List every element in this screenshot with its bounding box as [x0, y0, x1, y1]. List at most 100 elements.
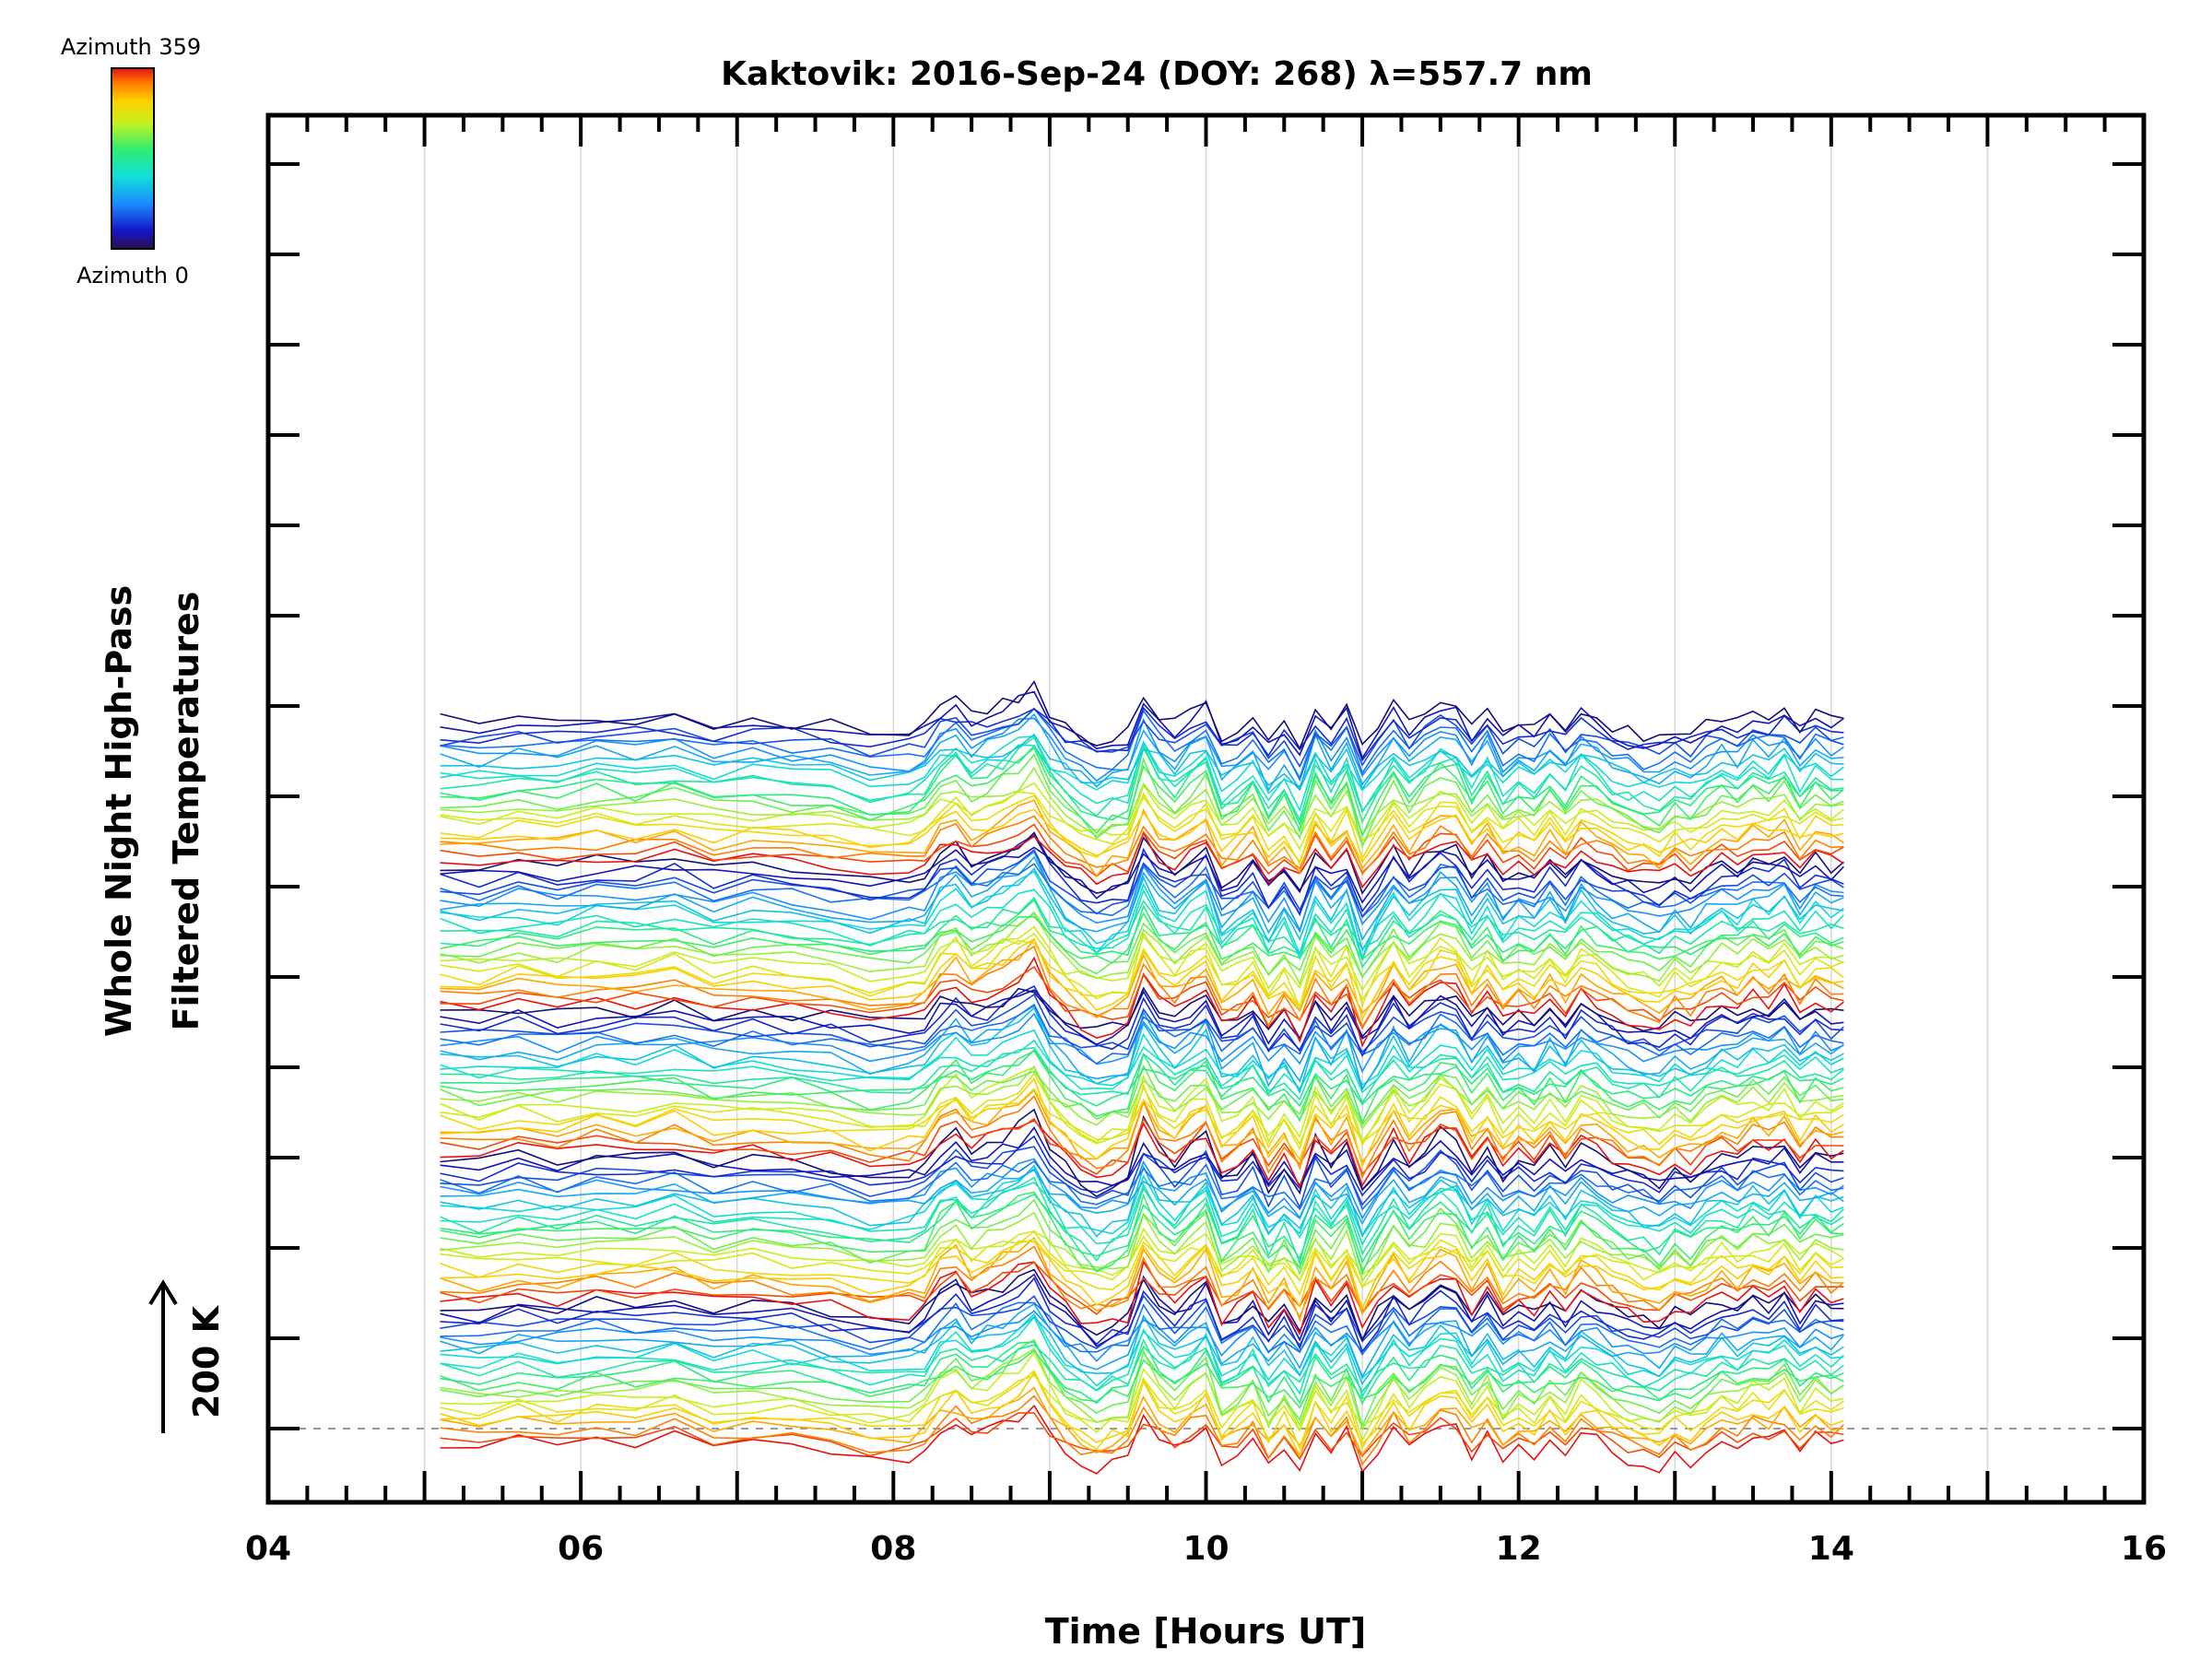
- temperature-trace: [440, 984, 1844, 1058]
- x-tick-label: 12: [1496, 1530, 1542, 1568]
- temperature-trace: [440, 680, 1844, 750]
- temperature-trace: [440, 993, 1844, 1053]
- temperature-trace: [440, 740, 1844, 794]
- temperature-trace: [440, 888, 1844, 962]
- colorbar-bottom-label: Azimuth 0: [76, 263, 189, 288]
- temperature-trace: [440, 1374, 1844, 1433]
- temperature-trace: [440, 1176, 1844, 1265]
- temperature-trace: [440, 1338, 1844, 1429]
- temperature-traces: [440, 680, 1845, 1475]
- temperature-trace: [440, 753, 1844, 849]
- gridlines: [423, 115, 1989, 1502]
- x-tick-label: 14: [1808, 1530, 1854, 1568]
- x-tick-label: 16: [2121, 1530, 2167, 1568]
- colorbar-top-label: Azimuth 359: [61, 34, 201, 60]
- temperature-trace: [440, 1003, 1844, 1065]
- temperature-trace: [440, 766, 1844, 837]
- x-axis-ticks: 04 06 08 10 12 14 16: [245, 115, 2167, 1568]
- temperature-trace: [440, 937, 1844, 1018]
- temperature-trace: [440, 1211, 1844, 1283]
- temperature-trace: [440, 1050, 1844, 1124]
- temperature-trace: [440, 1227, 1844, 1283]
- chart-title: Kaktovik: 2016-Sep-24 (DOY: 268) λ=557.7…: [721, 55, 1593, 93]
- temperature-trace: [440, 912, 1844, 986]
- temperature-trace: [440, 707, 1844, 769]
- temperature-trace: [440, 1077, 1844, 1169]
- temperature-trace: [440, 911, 1844, 979]
- temperature-trace: [440, 707, 1844, 782]
- temperature-trace: [440, 932, 1844, 992]
- temperature-trace: [440, 1191, 1844, 1276]
- temperature-trace: [440, 1193, 1844, 1265]
- temperature-trace: [440, 782, 1844, 847]
- temperature-trace: [440, 735, 1844, 822]
- temperature-trace: [440, 899, 1844, 969]
- y-axis-label-line2: Filtered Temperatures: [166, 592, 206, 1031]
- temperature-trace: [440, 912, 1844, 964]
- temperature-trace: [440, 1169, 1844, 1226]
- x-tick-label: 10: [1182, 1530, 1229, 1568]
- temperature-trace: [440, 855, 1844, 941]
- temperature-trace: [440, 1404, 1844, 1475]
- temperature-trace: [440, 831, 1844, 895]
- colorbar: Azimuth 359 Azimuth 0: [61, 34, 201, 288]
- x-tick-label: 08: [870, 1530, 916, 1568]
- temperature-trace: [440, 1245, 1844, 1319]
- y-axis-label-line1: Whole Night High-Pass: [99, 585, 139, 1037]
- temperature-trace: [440, 833, 1844, 917]
- temperature-trace: [440, 1371, 1844, 1458]
- temperature-trace: [440, 1240, 1844, 1311]
- temperature-trace: [440, 989, 1844, 1046]
- temperature-trace: [440, 1268, 1844, 1342]
- temperature-trace: [440, 1394, 1844, 1466]
- temperature-trace: [440, 925, 1844, 1010]
- x-tick-label: 04: [245, 1530, 291, 1568]
- temperature-trace: [440, 799, 1844, 878]
- temperature-trace: [440, 1064, 1844, 1126]
- temperature-trace: [440, 690, 1844, 760]
- temperature-trace: [440, 1294, 1844, 1349]
- temperature-trace: [440, 733, 1844, 792]
- temperature-trace: [440, 1370, 1844, 1451]
- scale-bar-label: 200 K: [186, 1304, 227, 1418]
- temperature-trace: [440, 1159, 1844, 1211]
- temperature-trace: [440, 870, 1844, 960]
- temperature-trace: [440, 1126, 1844, 1192]
- temperature-trace: [440, 1347, 1844, 1431]
- x-axis-label: Time [Hours UT]: [1045, 1611, 1367, 1652]
- temperature-trace: [440, 1236, 1844, 1323]
- temperature-trace: [440, 863, 1844, 919]
- x-tick-label: 06: [558, 1530, 604, 1568]
- temperature-trace: [440, 1095, 1844, 1179]
- temperature-trace: [440, 717, 1844, 782]
- y-axis-ticks: [268, 162, 2144, 1430]
- temperature-trace: [440, 1108, 1844, 1198]
- temperature-trace: [440, 896, 1844, 955]
- temperature-trace: [440, 1005, 1844, 1091]
- temperature-trace: [440, 747, 1844, 838]
- temperature-trace: [440, 1088, 1844, 1171]
- temperature-trace: [440, 792, 1844, 865]
- temperature-trace: [440, 791, 1844, 851]
- scale-bar: 200 K: [148, 1279, 227, 1433]
- temperature-trace: [440, 846, 1844, 904]
- temperature-trace: [440, 1072, 1844, 1151]
- temperature-trace: [440, 1029, 1844, 1092]
- temperature-trace: [440, 1313, 1844, 1386]
- temperature-trace: [440, 965, 1844, 1030]
- temperature-trace: [440, 815, 1844, 876]
- temperature-trace: [440, 1167, 1844, 1238]
- temperature-trace: [440, 1119, 1844, 1190]
- temperature-trace: [440, 1349, 1844, 1409]
- temperature-trace: [440, 1315, 1844, 1398]
- temperature-trace: [440, 808, 1844, 864]
- temperature-trace: [440, 937, 1844, 1021]
- temperature-trace: [440, 1039, 1844, 1096]
- temperature-trace: [440, 830, 1844, 888]
- temperature-trace: [440, 1065, 1844, 1144]
- temperature-trace: [440, 1164, 1844, 1238]
- temperature-trace: [440, 1337, 1844, 1406]
- scale-arrow-icon: [148, 1279, 178, 1306]
- temperature-trace: [440, 1006, 1844, 1095]
